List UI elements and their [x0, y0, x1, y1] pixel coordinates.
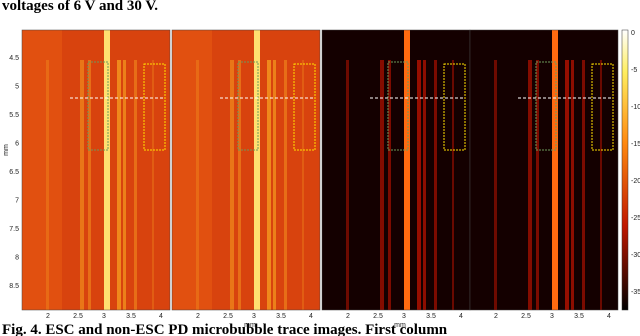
x-tick-label: 4	[159, 313, 163, 320]
x-tick-label: 2.5	[521, 313, 531, 320]
roi-box	[237, 61, 259, 151]
roi-box	[535, 61, 557, 151]
heatmap-stripe	[104, 30, 110, 310]
heatmap-stripe	[284, 60, 287, 310]
heatmap-shade	[22, 30, 62, 310]
x-tick-label: 3.5	[574, 313, 584, 320]
roi-box	[143, 63, 166, 151]
roi-box	[591, 63, 614, 151]
heatmap-stripe	[346, 60, 349, 310]
heatmap-stripe	[267, 60, 271, 310]
x-tick-label: 4	[607, 313, 611, 320]
heatmap-stripe	[123, 60, 126, 310]
x-axis-label: mm	[244, 322, 256, 329]
x-axis-label: mm	[394, 322, 406, 329]
header-text: voltages of 6 V and 30 V.	[2, 0, 158, 14]
heatmap-stripe	[46, 60, 49, 310]
roi-box	[443, 63, 466, 151]
roi-box	[87, 61, 109, 151]
roi-box	[387, 61, 409, 151]
panel-frame	[21, 29, 171, 311]
heatmap-stripe	[380, 60, 384, 310]
roi-box	[293, 63, 316, 151]
heatmap-stripe	[528, 60, 532, 310]
colorbar-tick-label: 0	[631, 30, 635, 37]
x-tick-label: 3.5	[426, 313, 436, 320]
heatmap-stripe	[134, 60, 137, 310]
heatmap-stripe	[423, 60, 426, 310]
y-tick-label: 8	[15, 255, 19, 262]
panel-frame	[171, 29, 321, 311]
heatmap-stripe	[196, 60, 199, 310]
heatmap-stripe	[238, 60, 241, 310]
colorbar-tick-label: -20	[631, 178, 640, 185]
colorbar	[621, 29, 629, 311]
colorbar-tick-label: -5	[631, 67, 637, 74]
heatmap-stripe	[80, 60, 84, 310]
heatmap-stripe	[117, 60, 121, 310]
y-tick-label: 4.5	[9, 55, 19, 62]
x-tick-label: 2	[46, 313, 50, 320]
x-tick-label: 3.5	[276, 313, 286, 320]
x-tick-label: 3	[102, 313, 106, 320]
x-tick-label: 4	[459, 313, 463, 320]
heatmap-stripe	[565, 60, 569, 310]
y-tick-label: 5	[15, 84, 19, 91]
x-tick-label: 2.5	[223, 313, 233, 320]
y-axis-label: mm	[3, 144, 10, 156]
x-tick-label: 3	[550, 313, 554, 320]
heatmap-stripe	[536, 60, 539, 310]
x-tick-label: 2	[346, 313, 350, 320]
heatmap-stripe	[452, 60, 454, 310]
heatmap-stripe	[230, 60, 234, 310]
colorbar-tick-label: -25	[631, 215, 640, 222]
heatmap-panel	[322, 30, 470, 310]
heatmap-shade	[172, 30, 212, 310]
x-tick-label: 2.5	[373, 313, 383, 320]
y-tick-label: 8.5	[9, 283, 19, 290]
heatmap-stripe	[417, 60, 421, 310]
y-tick-label: 5.5	[9, 112, 19, 119]
heatmap-stripe	[388, 60, 391, 310]
x-tick-label: 3	[252, 313, 256, 320]
colorbar-tick-label: -15	[631, 141, 640, 148]
x-tick-label: 4	[309, 313, 313, 320]
y-tick-label: 6	[15, 141, 19, 148]
y-tick-label: 7	[15, 198, 19, 205]
heatmap-stripe	[404, 30, 410, 310]
x-tick-label: 3	[402, 313, 406, 320]
heatmap-stripe	[88, 60, 91, 310]
heatmap-stripe	[302, 60, 304, 310]
x-tick-label: 2.5	[73, 313, 83, 320]
heatmap-stripe	[571, 60, 574, 310]
y-tick-label: 6.5	[9, 169, 19, 176]
heatmap-stripe	[273, 60, 276, 310]
heatmap-stripe	[494, 60, 497, 310]
colorbar-tick-label: -10	[631, 104, 640, 111]
x-tick-label: 3.5	[126, 313, 136, 320]
panel-frame	[469, 29, 619, 311]
heatmap-stripe	[552, 30, 558, 310]
x-tick-label: 2	[494, 313, 498, 320]
heatmap-stripe	[600, 60, 602, 310]
heatmap-stripe	[254, 30, 260, 310]
x-tick-label: 2	[196, 313, 200, 320]
heatmap-panel	[470, 30, 618, 310]
heatmap-stripe	[582, 60, 585, 310]
colorbar-tick-label: -35	[631, 289, 640, 296]
heatmap-stripe	[434, 60, 437, 310]
heatmap-stripe	[152, 60, 154, 310]
y-tick-label: 7.5	[9, 226, 19, 233]
caption-text: Fig. 4. ESC and non-ESC PD microbubble t…	[2, 322, 448, 336]
colorbar-tick-label: -30	[631, 252, 640, 259]
